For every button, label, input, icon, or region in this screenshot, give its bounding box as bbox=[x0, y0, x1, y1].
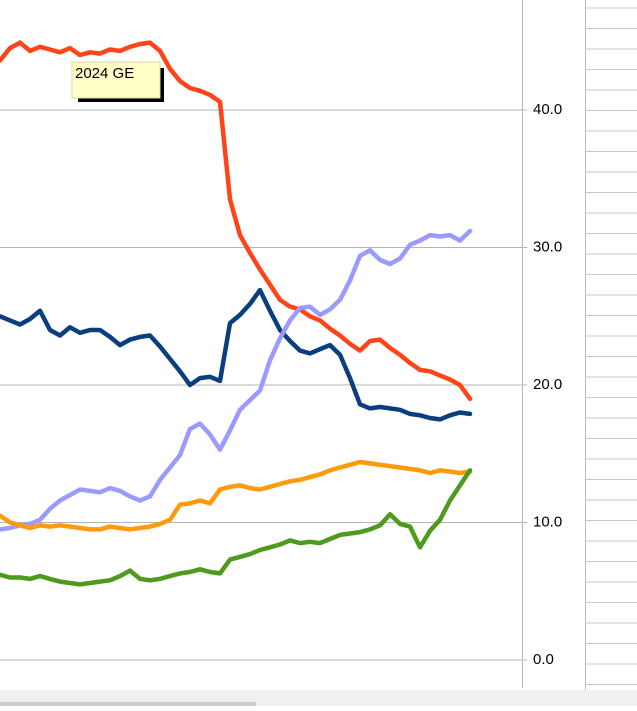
series-line bbox=[0, 459, 473, 532]
annotation: 2024 GE bbox=[71, 61, 164, 102]
series-line bbox=[0, 468, 473, 587]
series-line bbox=[0, 228, 473, 532]
scrollbar-thumb bbox=[0, 702, 256, 706]
annotation-box bbox=[71, 61, 161, 99]
y-tick-label: 40.0 bbox=[533, 101, 562, 118]
series-line bbox=[0, 287, 473, 422]
plot-area: 0.0 10.0 20.0 30.0 40.0 bbox=[0, 0, 562, 688]
y-tick-label: 0.0 bbox=[533, 651, 554, 668]
y-tick-label: 20.0 bbox=[533, 376, 562, 393]
y-tick-label: 10.0 bbox=[533, 513, 562, 530]
annotation-text: 2024 GE bbox=[75, 65, 134, 82]
series-line bbox=[0, 40, 473, 402]
y-tick-label: 30.0 bbox=[533, 238, 562, 255]
